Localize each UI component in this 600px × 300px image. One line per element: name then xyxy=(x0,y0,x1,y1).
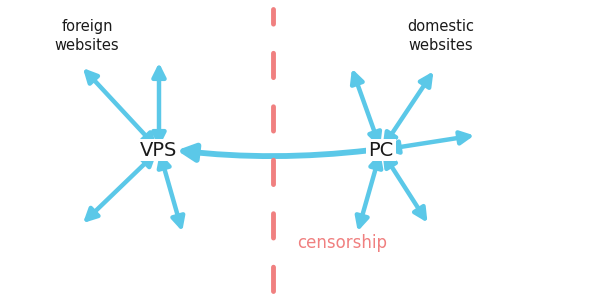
Text: foreign
websites: foreign websites xyxy=(55,19,119,53)
Text: VPS: VPS xyxy=(140,140,178,160)
Text: PC: PC xyxy=(368,140,394,160)
Text: domestic
websites: domestic websites xyxy=(407,19,475,53)
Text: censorship: censorship xyxy=(297,234,387,252)
